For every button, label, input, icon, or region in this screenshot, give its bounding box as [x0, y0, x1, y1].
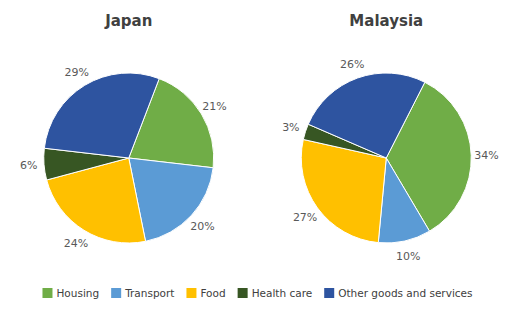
data-labels: 21% 20% 24% 6% 29% [20, 66, 227, 250]
pie: Japan 21% 20% 24% 6% 29% [20, 12, 227, 250]
legend-label: Health care [252, 287, 313, 299]
data-label: 21% [202, 100, 226, 113]
legend-item: Transport [111, 287, 174, 299]
legend-label: Food [200, 287, 225, 299]
data-label: 10% [396, 250, 420, 263]
data-label: 29% [65, 66, 89, 79]
legend-item: Health care [238, 287, 313, 299]
background [0, 0, 515, 314]
data-label: 3% [282, 121, 299, 134]
legend-swatch [111, 288, 121, 298]
pie: Malaysia 34% 10% 27% 3% 26% [282, 12, 499, 263]
chart-root: Japan 21% 20% 24% 6% 29% Malaysia 34% 10% 27% 3% 26… [0, 0, 515, 314]
data-label: 34% [474, 149, 498, 162]
data-label: 27% [293, 211, 317, 224]
legend-item: Housing [42, 287, 99, 299]
pie-slice [308, 73, 425, 158]
legend-label: Transport [124, 287, 174, 299]
pie-title: Japan [104, 12, 152, 30]
legend-swatch [186, 288, 196, 298]
pie-title: Malaysia [349, 12, 423, 30]
pie-slice [44, 73, 159, 158]
legend-swatch [324, 288, 334, 298]
data-label: 26% [340, 58, 364, 71]
legend: Housing Transport Food Health care Other goo… [42, 287, 472, 299]
data-label: 24% [64, 237, 88, 250]
legend-label: Housing [56, 287, 99, 299]
data-labels: 34% 10% 27% 3% 26% [282, 58, 499, 263]
legend-item: Food [186, 287, 225, 299]
legend-label: Other goods and services [338, 287, 472, 299]
legend-item: Other goods and services [324, 287, 472, 299]
data-label: 20% [190, 220, 214, 233]
data-label: 6% [20, 159, 37, 172]
legend-swatch [238, 288, 248, 298]
legend-swatch [42, 288, 52, 298]
pie-slice [378, 158, 429, 243]
